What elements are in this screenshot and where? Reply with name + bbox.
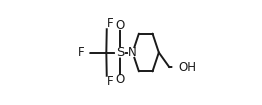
Text: N: N <box>128 46 137 59</box>
Circle shape <box>129 49 137 56</box>
Circle shape <box>173 61 184 73</box>
Text: F: F <box>107 17 113 30</box>
Text: OH: OH <box>179 61 197 74</box>
Text: O: O <box>115 19 125 32</box>
Circle shape <box>116 48 124 57</box>
Circle shape <box>116 76 124 84</box>
Circle shape <box>81 49 89 56</box>
Circle shape <box>116 21 124 29</box>
Text: F: F <box>107 75 113 88</box>
Text: O: O <box>115 73 125 86</box>
Text: S: S <box>116 46 124 59</box>
Circle shape <box>103 20 111 28</box>
Text: F: F <box>78 46 85 59</box>
Circle shape <box>103 77 111 85</box>
